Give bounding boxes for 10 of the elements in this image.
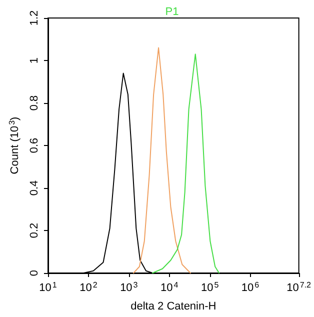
text: P1 bbox=[165, 6, 179, 18]
y-tick-label: 0 bbox=[28, 270, 40, 276]
y-tick-label: 0.6 bbox=[28, 138, 40, 154]
y-axis-title: Count (103) bbox=[8, 116, 21, 174]
y-tick-label: 0.8 bbox=[28, 95, 40, 111]
y-tick-label: 0.4 bbox=[28, 180, 40, 196]
y-tick-label: 0.2 bbox=[28, 222, 40, 238]
y-tick-label: 1 bbox=[28, 57, 40, 64]
x-axis-title: delta 2 Catenin-H bbox=[130, 300, 216, 312]
y-tick-label: 1.2 bbox=[28, 10, 40, 26]
